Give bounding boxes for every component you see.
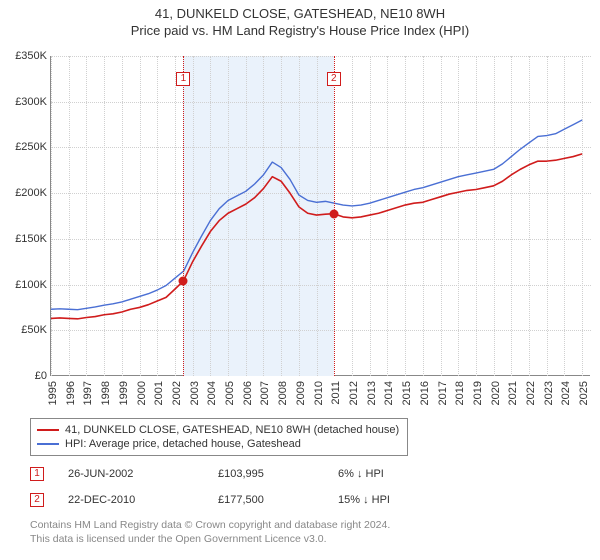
series-price_paid — [51, 154, 582, 319]
x-tick-label: 2001 — [153, 381, 165, 405]
footer-line-1: Contains HM Land Registry data © Crown c… — [30, 518, 390, 532]
legend: 41, DUNKELD CLOSE, GATESHEAD, NE10 8WH (… — [30, 418, 408, 456]
title-line-1: 41, DUNKELD CLOSE, GATESHEAD, NE10 8WH — [0, 6, 600, 23]
sales-block: 1 26-JUN-2002 £103,995 6% ↓ HPI 2 22-DEC… — [30, 464, 458, 516]
x-tick-label: 2009 — [295, 381, 307, 405]
y-tick-label: £300K — [3, 96, 47, 108]
legend-label-2: HPI: Average price, detached house, Gate… — [65, 438, 301, 450]
legend-label-1: 41, DUNKELD CLOSE, GATESHEAD, NE10 8WH (… — [65, 424, 399, 436]
x-tick-label: 2019 — [472, 381, 484, 405]
y-tick-label: £0 — [3, 370, 47, 382]
chart-area: £0£50K£100K£150K£200K£250K£300K£350K1995… — [50, 56, 590, 376]
legend-swatch-2 — [37, 443, 59, 445]
footer: Contains HM Land Registry data © Crown c… — [30, 518, 390, 546]
y-tick-label: £50K — [3, 324, 47, 336]
x-tick-label: 2006 — [242, 381, 254, 405]
plot: £0£50K£100K£150K£200K£250K£300K£350K1995… — [50, 56, 590, 376]
x-tick-label: 2012 — [348, 381, 360, 405]
y-tick-label: £250K — [3, 141, 47, 153]
data-point — [179, 276, 188, 285]
x-tick-label: 2005 — [224, 381, 236, 405]
sale-delta-2: 15% ↓ HPI — [338, 494, 458, 506]
title-line-2: Price paid vs. HM Land Registry's House … — [0, 23, 600, 40]
x-tick-label: 1995 — [47, 381, 59, 405]
sale-badge-2: 2 — [30, 493, 44, 507]
x-tick-label: 2018 — [454, 381, 466, 405]
event-marker: 1 — [176, 72, 190, 86]
x-tick-label: 2011 — [330, 381, 342, 405]
sale-delta-1: 6% ↓ HPI — [338, 468, 458, 480]
x-tick-label: 2017 — [437, 381, 449, 405]
x-tick-label: 2013 — [366, 381, 378, 405]
x-tick-label: 2003 — [189, 381, 201, 405]
sale-price-1: £103,995 — [218, 468, 338, 480]
x-tick-label: 2008 — [277, 381, 289, 405]
sale-date-2: 22-DEC-2010 — [68, 494, 218, 506]
x-tick-label: 2015 — [401, 381, 413, 405]
x-tick-label: 2024 — [560, 381, 572, 405]
x-tick-label: 2025 — [578, 381, 590, 405]
x-tick-label: 2010 — [313, 381, 325, 405]
x-tick-label: 1999 — [118, 381, 130, 405]
chart-container: 41, DUNKELD CLOSE, GATESHEAD, NE10 8WH P… — [0, 0, 600, 560]
sale-badge-1: 1 — [30, 467, 44, 481]
x-tick-label: 2004 — [206, 381, 218, 405]
x-tick-label: 1997 — [82, 381, 94, 405]
legend-row-1: 41, DUNKELD CLOSE, GATESHEAD, NE10 8WH (… — [37, 423, 399, 437]
y-tick-label: £200K — [3, 187, 47, 199]
event-marker: 2 — [327, 72, 341, 86]
event-line — [183, 56, 184, 376]
series-svg — [51, 56, 591, 376]
sale-date-1: 26-JUN-2002 — [68, 468, 218, 480]
legend-row-2: HPI: Average price, detached house, Gate… — [37, 437, 399, 451]
x-tick-label: 1998 — [100, 381, 112, 405]
footer-line-2: This data is licensed under the Open Gov… — [30, 532, 390, 546]
y-tick-label: £100K — [3, 279, 47, 291]
legend-swatch-1 — [37, 429, 59, 431]
x-tick-label: 2021 — [507, 381, 519, 405]
sale-row-2: 2 22-DEC-2010 £177,500 15% ↓ HPI — [30, 490, 458, 510]
data-point — [329, 209, 338, 218]
sale-price-2: £177,500 — [218, 494, 338, 506]
x-tick-label: 2020 — [490, 381, 502, 405]
sale-row-1: 1 26-JUN-2002 £103,995 6% ↓ HPI — [30, 464, 458, 484]
y-tick-label: £350K — [3, 50, 47, 62]
x-tick-label: 2007 — [259, 381, 271, 405]
x-tick-label: 2000 — [136, 381, 148, 405]
x-tick-label: 2016 — [419, 381, 431, 405]
x-tick-label: 2014 — [383, 381, 395, 405]
y-tick-label: £150K — [3, 233, 47, 245]
x-tick-label: 2002 — [171, 381, 183, 405]
x-tick-label: 1996 — [65, 381, 77, 405]
x-tick-label: 2023 — [543, 381, 555, 405]
title-block: 41, DUNKELD CLOSE, GATESHEAD, NE10 8WH P… — [0, 0, 600, 40]
x-tick-label: 2022 — [525, 381, 537, 405]
